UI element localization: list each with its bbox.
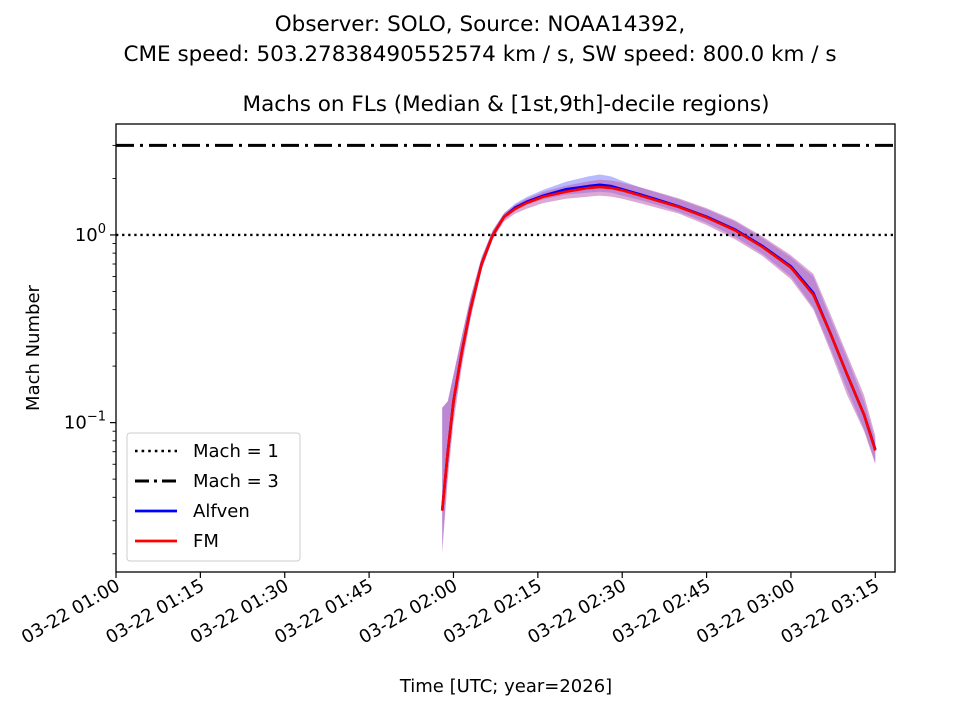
legend-label: Alfven — [193, 501, 250, 522]
legend-label: Mach = 3 — [193, 471, 279, 492]
legend-label: Mach = 1 — [193, 441, 279, 462]
line-fm — [440, 185, 877, 511]
axes-frame — [115, 123, 896, 573]
figure-suptitle-line2: CME speed: 503.27838490552574 km / s, SW… — [123, 42, 836, 67]
plot-area — [116, 143, 895, 554]
y-axis-label: Mach Number — [23, 284, 44, 410]
x-axis-label: Time [UTC; year=2026] — [399, 676, 612, 697]
y-tick-label: 100 — [75, 222, 106, 246]
y-tick-label: 10−1 — [64, 410, 106, 434]
figure-suptitle-line1: Observer: SOLO, Source: NOAA14392, — [275, 12, 686, 37]
line-alfven — [440, 183, 877, 511]
legend-label: FM — [193, 531, 219, 552]
axes-title: Machs on FLs (Median & [1st,9th]-decile … — [243, 92, 770, 117]
band-alfven — [442, 174, 876, 546]
legend: Mach = 1 Mach = 3 Alfven FM — [126, 432, 301, 562]
legend-box — [126, 432, 301, 562]
y-axis: 10−1 100 — [64, 144, 116, 555]
